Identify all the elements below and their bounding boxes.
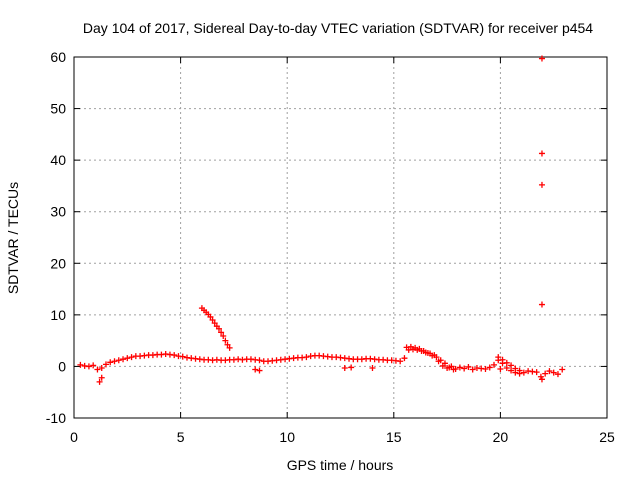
data-point [256,357,263,364]
data-point [256,367,263,374]
data-point [559,366,566,373]
chart-title: Day 104 of 2017, Sidereal Day-to-day VTE… [83,20,593,36]
data-point [107,359,114,366]
data-point [520,369,527,376]
y-tick-label: 50 [50,101,66,117]
data-point [482,366,489,373]
data-point [503,364,510,371]
data-point [218,329,225,336]
y-axis-label: SDTVAR / TECUs [5,182,21,294]
data-point [209,317,216,324]
data-point [407,343,414,350]
data-point [348,364,355,371]
data-point [179,353,186,360]
data-point [303,354,310,361]
data-point [495,354,502,361]
y-tick-label: 20 [50,255,66,271]
data-point [461,365,468,372]
plot-frame [73,56,608,419]
y-tick-label: 10 [50,307,66,323]
data-point [441,360,448,367]
x-tick-label: 10 [279,429,295,445]
y-tick-label: 40 [50,152,66,168]
x-tick-labels: 0 5 10 15 20 25 [70,429,615,445]
grid-lines [74,57,607,418]
data-point [222,337,229,344]
x-tick-label: 5 [177,429,185,445]
data-point [215,325,222,332]
data-point [96,378,103,385]
data-point [98,364,105,371]
data-point [538,301,545,308]
data-point [224,341,231,348]
data-point [124,355,131,362]
x-tick-label: 25 [599,429,615,445]
data-point [341,364,348,371]
x-tick-label: 0 [70,429,78,445]
data-point [128,354,135,361]
data-point [503,359,510,366]
x-tick-label: 15 [386,429,402,445]
data-point [499,356,506,363]
data-point [85,363,92,370]
data-point [207,313,214,320]
data-point [550,369,557,376]
data-point [491,361,498,368]
data-point [554,371,561,378]
data-point [102,361,109,368]
data-point [450,366,457,373]
data-point [465,363,472,370]
x-tick-label: 20 [493,429,509,445]
data-point [538,150,545,157]
data-point [397,358,404,365]
y-tick-label: 0 [58,358,66,374]
data-point [369,364,376,371]
data-point [211,320,218,327]
data-points [77,55,566,385]
x-axis-label: GPS time / hours [287,457,394,473]
data-point [120,356,127,363]
data-point [420,347,427,354]
data-point [486,364,493,371]
data-point [171,352,178,359]
data-point [111,358,118,365]
data-point [94,366,101,373]
data-point [77,361,84,368]
y-tick-label: 30 [50,204,66,220]
axis-ticks [73,56,608,419]
data-point [437,357,444,364]
data-point [429,352,436,359]
data-point [98,374,105,381]
data-point [508,362,515,369]
data-point [90,362,97,369]
data-point [424,350,431,357]
data-point [538,376,545,383]
data-point [516,367,523,374]
y-tick-label: 60 [50,49,66,65]
data-point [469,366,476,373]
data-point [508,367,515,374]
data-point [446,364,453,371]
data-point [220,333,227,340]
data-point [512,365,519,372]
y-tick-labels: -10 0 10 20 30 40 50 60 [46,49,66,426]
data-point [538,55,545,62]
data-point [433,354,440,361]
data-point [252,366,259,373]
data-point [115,357,122,364]
data-point [542,370,549,377]
data-point [412,344,419,351]
data-point [533,369,540,376]
y-tick-label: -10 [46,410,66,426]
data-point [546,368,553,375]
data-point [226,344,233,351]
data-point [456,364,463,371]
data-point [401,355,408,362]
data-point [497,366,504,373]
data-point [416,345,423,352]
data-point [538,181,545,188]
